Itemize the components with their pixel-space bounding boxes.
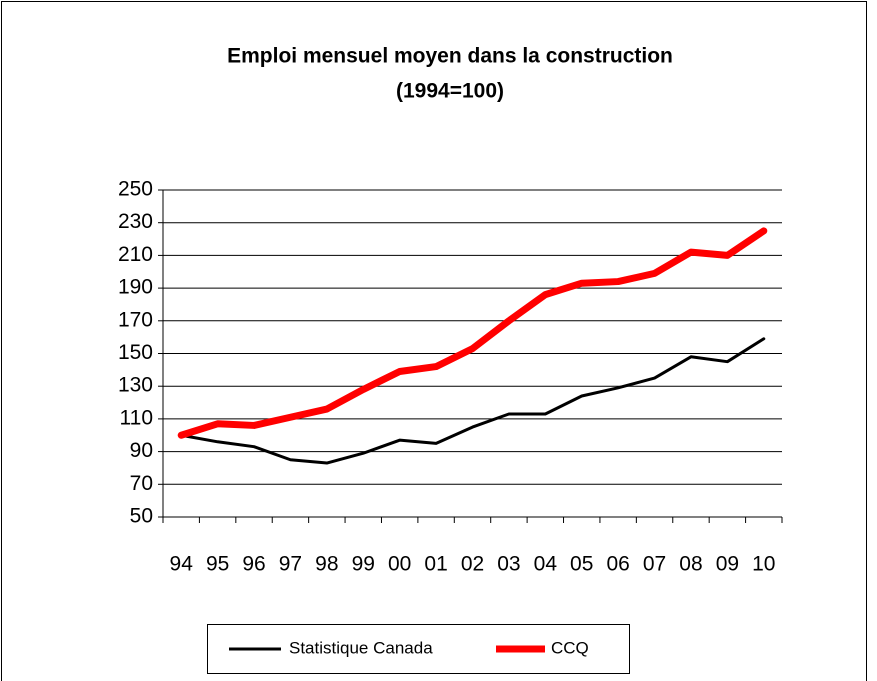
y-tick-label: 90	[130, 439, 153, 462]
x-tick-label: 96	[242, 553, 265, 576]
y-tick-label: 150	[118, 341, 153, 364]
x-tick-label: 97	[279, 553, 302, 576]
series-line	[179, 337, 766, 465]
y-tick-label: 170	[118, 308, 153, 331]
x-tick-label: 94	[170, 553, 194, 576]
x-tick-label: 05	[570, 553, 593, 576]
y-tick-label: 130	[118, 374, 153, 397]
x-tick-label: 99	[352, 553, 375, 576]
x-tick-label: 06	[606, 553, 629, 576]
y-tick-label: 210	[118, 243, 153, 266]
y-tick-label: 250	[118, 178, 153, 201]
x-tick-label: 01	[424, 553, 447, 576]
chart-subtitle: (1994=100)	[396, 80, 504, 103]
x-tick-label: 08	[679, 553, 702, 576]
chart-title: Emploi mensuel moyen dans la constructio…	[227, 45, 673, 68]
x-tick-label: 10	[752, 553, 775, 576]
x-tick-label: 09	[716, 553, 739, 576]
x-tick-label: 00	[388, 553, 411, 576]
y-tick-label: 230	[118, 210, 153, 233]
y-tick-label: 50	[130, 505, 153, 528]
x-tick-label: 98	[315, 553, 338, 576]
y-tick-label: 190	[118, 276, 153, 299]
legend-label: CCQ	[551, 638, 589, 657]
y-tick-label: 110	[120, 406, 153, 429]
x-tick-label: 95	[206, 553, 229, 576]
x-tick-label: 03	[497, 553, 520, 576]
x-tick-label: 04	[534, 553, 558, 576]
series-line	[177, 227, 768, 439]
x-tick-label: 07	[643, 553, 666, 576]
x-tick-label: 02	[461, 553, 484, 576]
y-tick-label: 70	[130, 472, 153, 495]
legend-label: Statistique Canada	[289, 638, 433, 657]
